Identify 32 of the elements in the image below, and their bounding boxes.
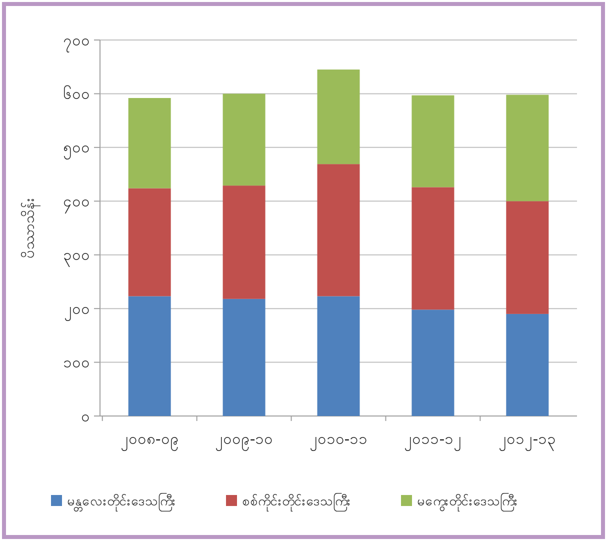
bar <box>412 310 454 416</box>
bar <box>128 98 171 188</box>
bar <box>128 188 171 296</box>
bar <box>222 298 266 416</box>
bar <box>222 186 266 299</box>
bar <box>128 296 171 416</box>
y-tick-label: ၇၀၀ <box>63 31 90 52</box>
bar <box>506 201 549 314</box>
y-axis-title: ပိဿာသိန်း <box>22 198 40 258</box>
y-tick-label: ၁၀၀ <box>63 354 90 372</box>
bar <box>412 95 454 188</box>
y-tick-label: ၀ <box>81 407 90 426</box>
bar <box>506 314 549 416</box>
x-tick-label: ၂၀၁၀-၁၁ <box>309 430 368 451</box>
y-tick-label: ၃၀၀ <box>63 246 90 268</box>
bar <box>222 94 266 186</box>
x-tick-label: ၂၀၀၈-၀၉ <box>120 430 179 451</box>
bar <box>412 187 454 310</box>
bar <box>317 164 360 296</box>
bar <box>317 70 360 164</box>
bar <box>506 94 549 202</box>
y-tick-label: ၄၀၀ <box>63 192 90 214</box>
x-tick-label: ၂၀၁၂-၁၃ <box>498 430 556 451</box>
bar <box>317 296 360 416</box>
x-tick-label: ၂၀၀၉-၁၀ <box>214 430 274 451</box>
y-tick-label: ၅၀၀ <box>63 138 90 160</box>
legend-label: မကွေးတိုင်းဒေသကြီး <box>417 492 518 512</box>
x-tick-label: ၂၀၁၁-၁၂ <box>404 430 462 451</box>
legend-label: စစ်ကိုင်းတိုင်းဒေသကြီး <box>242 492 351 512</box>
legend-label: မန္တလေးတိုင်းဒေသကြီး <box>67 492 176 512</box>
y-tick-label: ၂၀၀ <box>64 300 90 321</box>
y-tick-label: ၆၀၀ <box>63 84 90 103</box>
